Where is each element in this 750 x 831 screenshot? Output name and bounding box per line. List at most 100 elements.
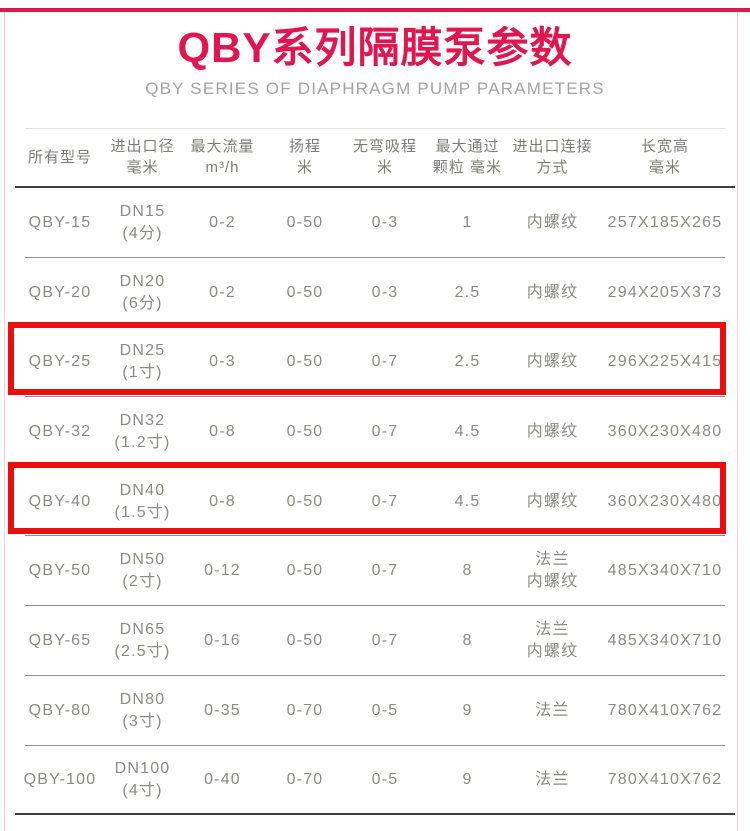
cell-line: DN80 bbox=[119, 690, 166, 708]
cell-line: 内螺纹 bbox=[526, 492, 579, 510]
cell-line: QBY-50 bbox=[28, 562, 92, 580]
cell-max-particle: 4.5 bbox=[425, 491, 510, 513]
cell-connection: 内螺纹 bbox=[510, 421, 595, 443]
cell-model: QBY-65 bbox=[15, 630, 105, 652]
cell-line: 485X340X710 bbox=[607, 562, 723, 580]
cell-line: 780X410X762 bbox=[607, 701, 723, 719]
cell-model: QBY-100 bbox=[15, 769, 105, 791]
cell-max-flow: 0-40 bbox=[180, 769, 265, 791]
cell-line: DN50 bbox=[119, 551, 166, 569]
cell-connection: 法兰 bbox=[510, 769, 595, 791]
cell-line: 0-50 bbox=[286, 422, 324, 440]
column-header-max-particle: 最大通过 颗粒 毫米 bbox=[425, 136, 510, 178]
cell-line: 9 bbox=[462, 771, 473, 789]
right-frame-line bbox=[737, 12, 738, 831]
cell-line: 0-7 bbox=[371, 492, 399, 510]
cell-line: 扬程 bbox=[288, 138, 321, 155]
cell-dimensions: 294X205X373 bbox=[595, 282, 735, 304]
cell-max-flow: 0-12 bbox=[180, 560, 265, 582]
cell-max-particle: 9 bbox=[425, 700, 510, 722]
cell-connection: 内螺纹 bbox=[510, 491, 595, 513]
cell-line: (4寸) bbox=[122, 782, 163, 800]
cell-line: 9 bbox=[462, 701, 473, 719]
column-header-dimensions: 长宽高 毫米 bbox=[595, 136, 735, 178]
cell-head: 0-50 bbox=[265, 212, 345, 234]
cell-line: QBY-80 bbox=[28, 701, 92, 719]
cell-model: QBY-40 bbox=[15, 491, 105, 513]
cell-connection: 法兰 内螺纹 bbox=[510, 549, 595, 593]
cell-line: 内螺纹 bbox=[526, 213, 579, 231]
cell-suction: 0-7 bbox=[345, 351, 425, 373]
parameters-table: 所有型号 进出口径 毫米 最大流量 m³/h 扬程米无弯吸程米最大通过 颗粒 毫米 进出口连接… bbox=[8, 128, 735, 815]
cell-model: QBY-80 bbox=[15, 700, 105, 722]
cell-dimensions: 485X340X710 bbox=[595, 560, 735, 582]
cell-port-diameter: DN25 (1寸) bbox=[105, 340, 180, 384]
cell-line: 0-50 bbox=[286, 353, 324, 371]
cell-line: 颗粒 毫米 bbox=[432, 159, 503, 176]
cell-max-flow: 0-3 bbox=[180, 351, 265, 373]
cell-line: QBY-25 bbox=[28, 353, 92, 371]
cell-line: 0-50 bbox=[286, 213, 324, 231]
cell-line: 2.5 bbox=[454, 283, 481, 301]
cell-dimensions: 296X225X415 bbox=[595, 351, 735, 373]
cell-line: QBY-65 bbox=[28, 631, 92, 649]
table-row: QBY-20 DN20 (6分) 0-2 0-50 0-3 2.5 内螺纹 294X205X37… bbox=[15, 258, 735, 328]
cell-line: 0-50 bbox=[286, 492, 324, 510]
cell-line: 0-7 bbox=[371, 562, 399, 580]
cell-line: 0-7 bbox=[371, 353, 399, 371]
cell-model: QBY-50 bbox=[15, 560, 105, 582]
column-header-max-flow: 最大流量 m³/h bbox=[180, 136, 265, 178]
table-row: QBY-40 DN40 (1.5寸) 0-8 0-50 0-7 4.5 内螺纹 360X230X… bbox=[8, 461, 735, 537]
cell-line: 方式 bbox=[536, 159, 569, 176]
cell-line: 内螺纹 bbox=[526, 573, 579, 591]
cell-port-diameter: DN50 (2寸) bbox=[105, 549, 180, 593]
cell-line: 780X410X762 bbox=[607, 771, 723, 789]
cell-line: DN32 bbox=[119, 411, 166, 429]
cell-line: 0-7 bbox=[371, 422, 399, 440]
cell-line: DN20 bbox=[119, 272, 166, 290]
cell-line: 进出口连接 bbox=[512, 138, 593, 155]
cell-head: 0-50 bbox=[265, 351, 345, 373]
cell-line: 2.5 bbox=[454, 353, 481, 371]
cell-line: m³/h bbox=[205, 159, 240, 176]
cell-dimensions: 257X185X265 bbox=[595, 212, 735, 234]
cell-line: 最大通过 bbox=[435, 138, 500, 155]
cell-line: (1.5寸) bbox=[114, 503, 171, 521]
cell-line: DN15 bbox=[119, 202, 166, 220]
cell-line: 内螺纹 bbox=[526, 283, 579, 301]
cell-line: QBY-40 bbox=[28, 492, 92, 510]
column-header-connection: 进出口连接 方式 bbox=[510, 136, 595, 178]
cell-line: 0-5 bbox=[371, 771, 399, 789]
table-row: QBY-15 DN15 (4分) 0-2 0-50 0-3 1 内螺纹 257X185X265 bbox=[15, 188, 735, 258]
column-header-model: 所有型号 bbox=[15, 147, 105, 168]
cell-max-particle: 2.5 bbox=[425, 351, 510, 373]
cell-line: 4.5 bbox=[454, 492, 481, 510]
cell-dimensions: 485X340X710 bbox=[595, 630, 735, 652]
cell-suction: 0-5 bbox=[345, 700, 425, 722]
cell-line: 0-2 bbox=[209, 213, 236, 231]
cell-suction: 0-7 bbox=[345, 630, 425, 652]
cell-line: 296X225X415 bbox=[607, 353, 723, 371]
cell-line: 0-8 bbox=[209, 422, 236, 440]
cell-line: 长宽高 bbox=[640, 138, 689, 155]
cell-line: (3寸) bbox=[122, 712, 163, 730]
cell-max-flow: 0-2 bbox=[180, 282, 265, 304]
cell-line: 米 bbox=[296, 159, 313, 176]
cell-head: 0-50 bbox=[265, 630, 345, 652]
cell-connection: 内螺纹 bbox=[510, 282, 595, 304]
cell-head: 0-70 bbox=[265, 700, 345, 722]
cell-model: QBY-32 bbox=[15, 421, 105, 443]
cell-port-diameter: DN40 (1.5寸) bbox=[105, 480, 180, 524]
cell-line: 0-70 bbox=[286, 771, 324, 789]
cell-dimensions: 780X410X762 bbox=[595, 769, 735, 791]
cell-dimensions: 360X230X480 bbox=[595, 421, 735, 443]
cell-max-particle: 8 bbox=[425, 630, 510, 652]
cell-line: 1 bbox=[462, 213, 473, 231]
cell-max-flow: 0-8 bbox=[180, 421, 265, 443]
cell-max-particle: 1 bbox=[425, 212, 510, 234]
cell-max-particle: 2.5 bbox=[425, 282, 510, 304]
cell-max-flow: 0-16 bbox=[180, 630, 265, 652]
cell-line: (4分) bbox=[122, 224, 163, 242]
cell-line: 0-8 bbox=[209, 492, 236, 510]
